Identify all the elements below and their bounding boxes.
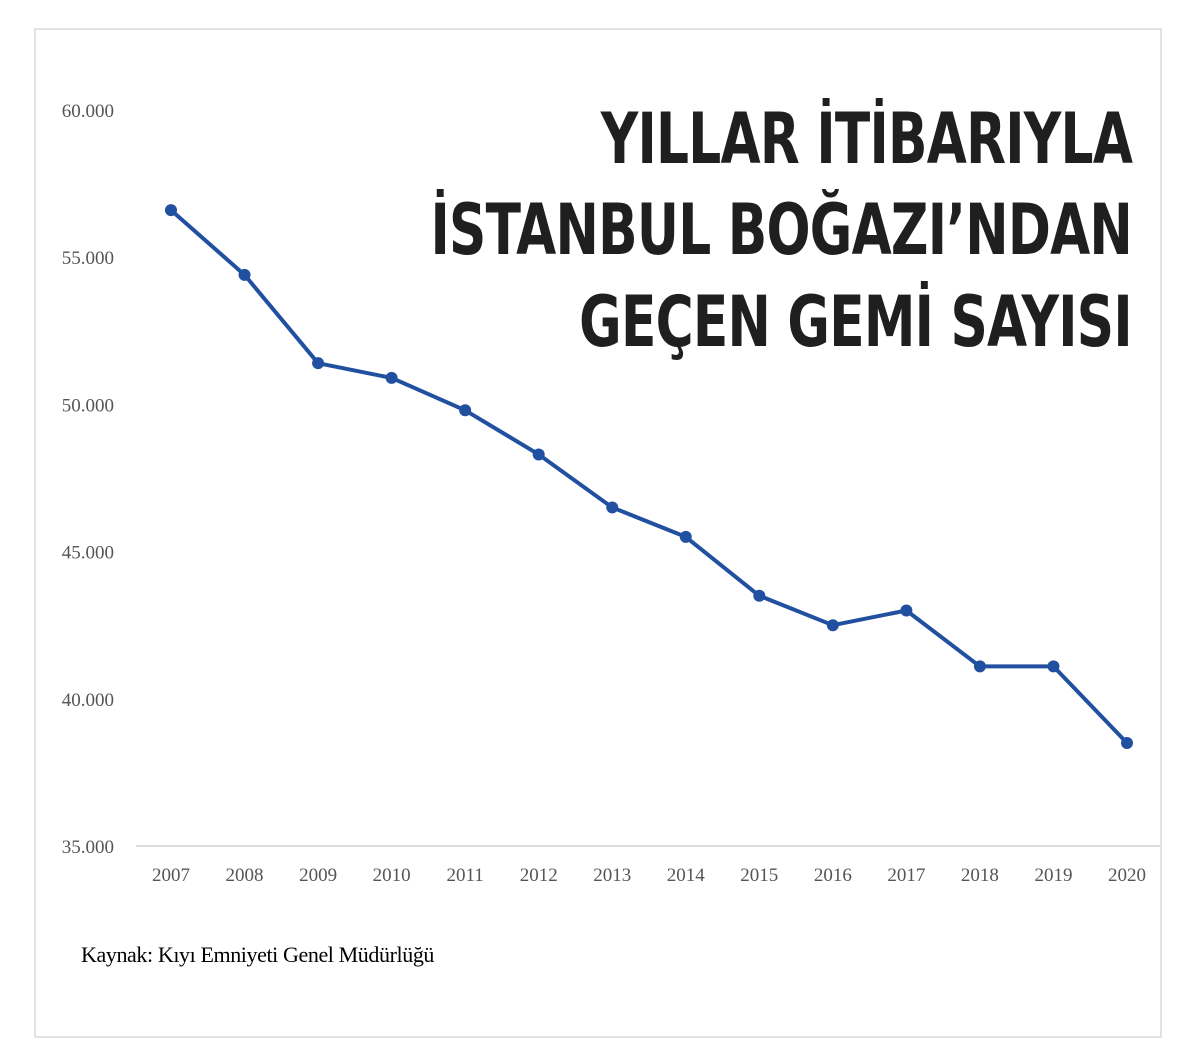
series-group	[165, 204, 1133, 749]
x-tick-label: 2016	[814, 865, 852, 886]
data-point	[1121, 736, 1133, 749]
x-tick-label: 2009	[299, 865, 337, 886]
data-point	[459, 404, 472, 417]
x-tick-label: 2019	[1034, 865, 1072, 886]
chart-title-line-1: YILLAR İTİBARIYLA	[600, 98, 1133, 180]
x-tick-label: 2013	[593, 865, 631, 886]
x-tick-label: 2011	[447, 865, 484, 886]
data-point	[753, 589, 766, 602]
x-tick-label: 2018	[961, 865, 999, 886]
data-point	[900, 604, 913, 617]
x-axis-labels: 2007 2008 2009 2010 2011 2012 2013 2014 2015 2016…	[152, 865, 1146, 886]
source-note: Kaynak: Kıyı Emniyeti Genel Müdürlüğü	[81, 942, 435, 967]
y-axis-labels: 35.000 40.000 45.000 50.000 55.000 60.000	[62, 101, 114, 858]
x-tick-label: 2010	[373, 865, 411, 886]
y-tick-label: 45.000	[62, 543, 114, 564]
x-tick-label: 2014	[667, 865, 706, 886]
y-tick-label: 40.000	[62, 690, 114, 711]
data-point	[532, 448, 545, 461]
y-tick-label: 60.000	[62, 101, 114, 122]
data-point	[606, 501, 619, 514]
x-tick-label: 2012	[520, 865, 558, 886]
data-point	[826, 619, 839, 632]
data-point	[385, 371, 398, 384]
data-point	[1047, 660, 1060, 673]
y-tick-label: 50.000	[62, 395, 114, 416]
data-point	[165, 204, 177, 217]
x-tick-label: 2017	[887, 865, 925, 886]
chart-title-line-2: İSTANBUL BOĞAZI’NDAN	[430, 189, 1132, 271]
x-tick-label: 2008	[226, 865, 264, 886]
data-point	[679, 530, 692, 543]
data-point	[973, 660, 986, 673]
x-tick-label: 2020	[1108, 865, 1146, 886]
y-tick-label: 55.000	[62, 248, 114, 269]
series-line	[169, 208, 1129, 745]
chart-title-line-3: GEÇEN GEMİ SAYISI	[579, 281, 1132, 363]
data-point	[312, 357, 325, 370]
x-tick-label: 2007	[152, 865, 190, 886]
data-point	[238, 268, 251, 281]
x-tick-label: 2015	[740, 865, 778, 886]
y-tick-label: 35.000	[62, 837, 114, 858]
